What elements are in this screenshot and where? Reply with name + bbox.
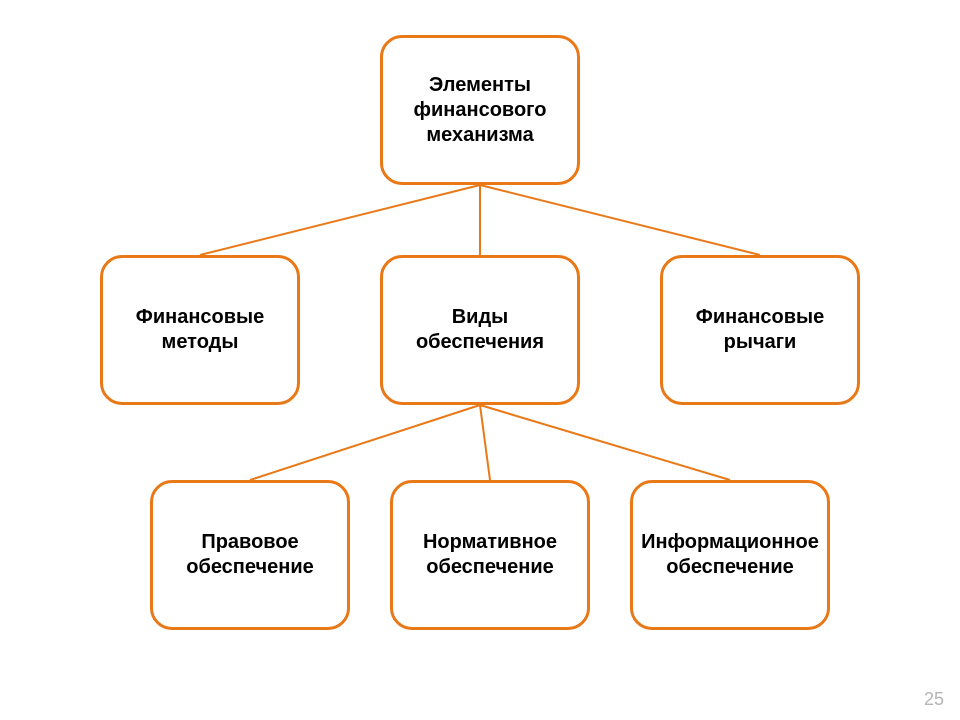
node-info: Информационное обеспечение xyxy=(630,480,830,630)
node-types: Виды обеспечения xyxy=(380,255,580,405)
page-number: 25 xyxy=(924,689,944,710)
node-levers: Финансовые рычаги xyxy=(660,255,860,405)
node-norm: Нормативное обеспечение xyxy=(390,480,590,630)
node-legal: Правовое обеспечение xyxy=(150,480,350,630)
edge-root-methods xyxy=(200,185,480,255)
edge-root-levers xyxy=(480,185,760,255)
edge-types-info xyxy=(480,405,730,480)
node-methods: Финансовые методы xyxy=(100,255,300,405)
edge-types-legal xyxy=(250,405,480,480)
node-root: Элементы финансового механизма xyxy=(380,35,580,185)
edge-types-norm xyxy=(480,405,490,480)
